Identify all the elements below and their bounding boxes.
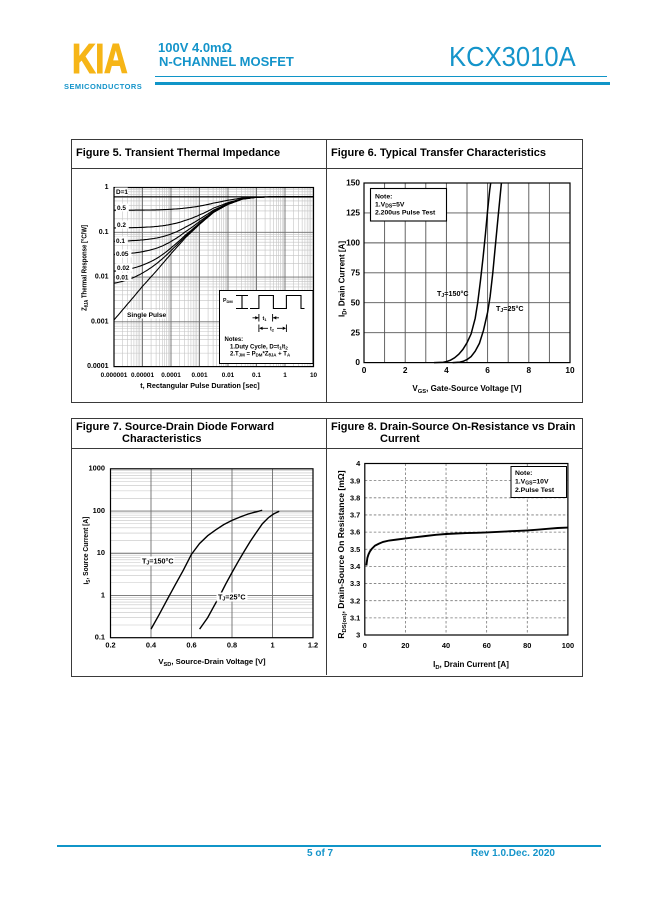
- svg-text:0: 0: [363, 641, 367, 650]
- svg-text:TJ=25°C: TJ=25°C: [218, 592, 246, 602]
- svg-text:1.2: 1.2: [308, 641, 318, 650]
- svg-text:100: 100: [346, 238, 360, 248]
- svg-text:40: 40: [442, 641, 450, 650]
- svg-text:75: 75: [351, 267, 361, 277]
- svg-text:2.TJM = PDM*ZθJA + TA: 2.TJM = PDM*ZθJA + TA: [230, 352, 291, 358]
- svg-text:0.8: 0.8: [227, 641, 237, 650]
- svg-text:6: 6: [485, 365, 490, 375]
- svg-text:RDS(on), Drain-Source On Resis: RDS(on), Drain-Source On Resistance [mΩ]: [336, 470, 348, 639]
- svg-text:2.200us Pulse Test: 2.200us Pulse Test: [375, 210, 436, 217]
- svg-text:80: 80: [523, 641, 531, 650]
- svg-text:1.VDS=5V: 1.VDS=5V: [375, 202, 405, 210]
- svg-text:1.VGS=10V: 1.VGS=10V: [515, 479, 549, 487]
- svg-text:Note:: Note:: [375, 194, 392, 201]
- svg-text:10: 10: [97, 548, 105, 557]
- svg-text:TJ=150°C: TJ=150°C: [437, 289, 469, 299]
- svg-text:0: 0: [355, 357, 360, 367]
- svg-text:TJ=25°C: TJ=25°C: [496, 304, 524, 314]
- svg-text:0.6: 0.6: [186, 641, 196, 650]
- svg-text:0.01: 0.01: [116, 275, 129, 282]
- svg-text:VSD, Source-Drain Voltage [V]: VSD, Source-Drain Voltage [V]: [158, 657, 266, 668]
- svg-text:t, Rectangular Pulse Duration: t, Rectangular Pulse Duration [sec]: [140, 381, 259, 390]
- svg-text:0.1: 0.1: [95, 633, 105, 642]
- svg-text:3.7: 3.7: [350, 511, 360, 520]
- svg-text:4: 4: [444, 365, 449, 375]
- svg-text:3.3: 3.3: [350, 579, 360, 588]
- svg-text:3: 3: [356, 631, 360, 640]
- svg-text:0.1: 0.1: [252, 372, 261, 379]
- svg-text:1000: 1000: [89, 464, 105, 473]
- svg-text:0: 0: [362, 365, 367, 375]
- svg-text:10: 10: [310, 372, 318, 379]
- svg-text:4: 4: [356, 459, 361, 468]
- svg-text:2: 2: [403, 365, 408, 375]
- svg-text:0.05: 0.05: [116, 251, 129, 258]
- svg-text:ID, Drain Current [A]: ID, Drain Current [A]: [433, 660, 509, 671]
- svg-text:0.1: 0.1: [116, 238, 125, 245]
- svg-text:Single Pulse: Single Pulse: [127, 312, 167, 319]
- svg-text:0.01: 0.01: [222, 372, 235, 379]
- svg-text:0.02: 0.02: [117, 265, 130, 272]
- svg-text:0.0001: 0.0001: [161, 372, 181, 379]
- svg-text:1: 1: [283, 372, 287, 379]
- svg-text:0.000001: 0.000001: [101, 372, 128, 379]
- svg-text:PDM: PDM: [223, 298, 233, 304]
- svg-text:0.2: 0.2: [117, 222, 126, 229]
- svg-text:t2: t2: [270, 327, 275, 333]
- svg-text:0.00001: 0.00001: [131, 372, 155, 379]
- svg-text:t1: t1: [263, 316, 268, 322]
- svg-text:3.5: 3.5: [350, 545, 360, 554]
- svg-text:0.2: 0.2: [105, 641, 115, 650]
- svg-text:150: 150: [346, 178, 360, 188]
- svg-text:125: 125: [346, 208, 360, 218]
- svg-text:1: 1: [270, 641, 274, 650]
- svg-text:0.5: 0.5: [117, 205, 126, 212]
- svg-text:8: 8: [526, 365, 531, 375]
- svg-text:IS, Source Current [A]: IS, Source Current [A]: [83, 517, 92, 585]
- svg-text:100: 100: [93, 506, 105, 515]
- svg-text:3.2: 3.2: [350, 596, 360, 605]
- svg-text:TJ=150°C: TJ=150°C: [142, 557, 174, 567]
- svg-text:2.Pulse Test: 2.Pulse Test: [515, 487, 555, 494]
- svg-text:60: 60: [483, 641, 491, 650]
- svg-text:3.4: 3.4: [350, 562, 361, 571]
- svg-text:0.001: 0.001: [91, 318, 109, 325]
- svg-text:0.01: 0.01: [95, 274, 109, 281]
- svg-text:10: 10: [565, 365, 575, 375]
- svg-text:VGS, Gate-Source Voltage [V]: VGS, Gate-Source Voltage [V]: [412, 384, 521, 395]
- svg-text:20: 20: [401, 641, 409, 650]
- svg-text:0.1: 0.1: [99, 229, 109, 236]
- svg-text:0.0001: 0.0001: [87, 363, 109, 370]
- svg-text:3.6: 3.6: [350, 528, 360, 537]
- svg-text:3.8: 3.8: [350, 493, 360, 502]
- svg-text:ID, Drain Current [A]: ID, Drain Current [A]: [337, 241, 348, 317]
- svg-text:1: 1: [101, 590, 105, 599]
- svg-text:0.001: 0.001: [192, 372, 208, 379]
- svg-text:100: 100: [562, 641, 574, 650]
- svg-text:0.4: 0.4: [146, 641, 157, 650]
- svg-text:D=1: D=1: [116, 189, 128, 196]
- svg-text:1.Duty Cycle, D=t1/t2: 1.Duty Cycle, D=t1/t2: [230, 345, 288, 351]
- svg-text:Note:: Note:: [515, 470, 532, 477]
- svg-text:50: 50: [351, 297, 361, 307]
- svg-text:3.9: 3.9: [350, 476, 360, 485]
- svg-text:ZθJA Thermal Response [°C/W]: ZθJA Thermal Response [°C/W]: [80, 225, 89, 311]
- svg-text:1: 1: [105, 184, 109, 191]
- svg-text:Notes:: Notes:: [225, 337, 244, 343]
- svg-text:25: 25: [351, 327, 361, 337]
- svg-text:3.1: 3.1: [350, 613, 360, 622]
